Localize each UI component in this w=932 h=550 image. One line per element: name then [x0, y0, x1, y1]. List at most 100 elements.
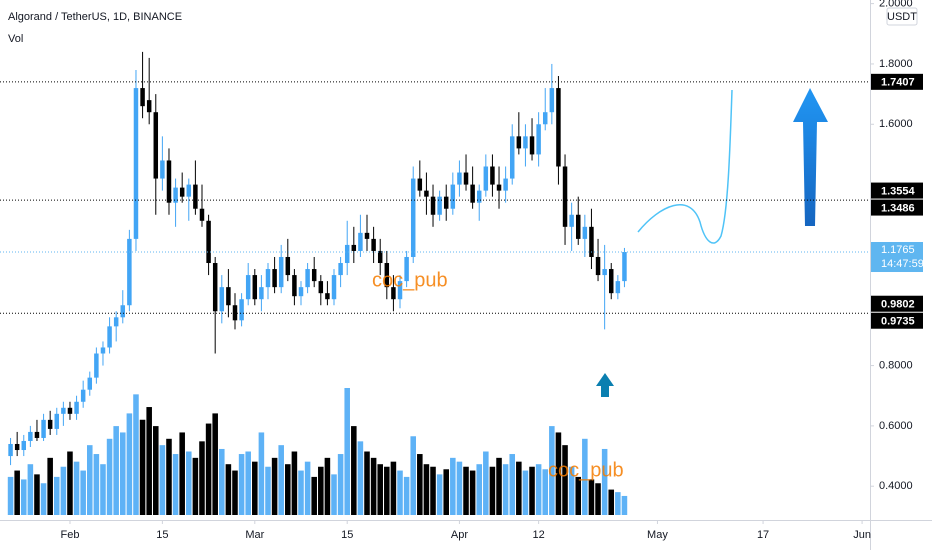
volume-bar [212, 413, 218, 515]
candle-body [265, 269, 271, 288]
y-tick-label: 1.8000 [879, 58, 913, 70]
candle-body [206, 220, 211, 264]
x-tick-label: 15 [156, 529, 168, 541]
candle-body [41, 419, 46, 438]
candle-body [344, 244, 350, 264]
volume-bar [47, 457, 53, 515]
candle-body [146, 100, 152, 113]
volume-bar [53, 476, 60, 515]
candle-body [575, 214, 581, 239]
volume-bar [172, 454, 179, 515]
volume-bar [258, 432, 265, 515]
x-tick-label: Jun [853, 529, 871, 541]
volume-bar [265, 466, 271, 515]
candle-body [259, 287, 264, 300]
candle-body [503, 178, 508, 191]
volume-bar [205, 423, 212, 515]
volume-bar [298, 470, 304, 515]
candle-body [239, 299, 244, 321]
candle-body [622, 252, 627, 282]
volume-bar [159, 445, 166, 515]
candle-body [252, 275, 258, 300]
volume-bar [245, 451, 251, 515]
volume-bar [27, 464, 34, 515]
volume-bar [100, 464, 106, 515]
currency-label: USDT [887, 11, 917, 23]
price-badge [871, 295, 923, 312]
candle-body [28, 431, 33, 441]
candle-body [443, 196, 449, 209]
volume-bar [436, 474, 443, 515]
candle-body [549, 88, 555, 113]
volume-bar [463, 466, 469, 515]
volume-bar [535, 464, 542, 515]
volume-bar [509, 454, 516, 515]
volume-bar [621, 495, 628, 515]
watermark: coc_pub [372, 269, 448, 291]
candle-body [424, 190, 429, 197]
volume-bar [516, 461, 522, 515]
candle-body [595, 256, 601, 276]
candle-body [120, 305, 126, 318]
watermark: coc_pub [548, 459, 624, 481]
up-arrow-small [596, 373, 614, 397]
candle-body [87, 377, 93, 390]
volume-bar [139, 419, 146, 515]
volume-bar [483, 451, 489, 515]
x-tick-label: Mar [245, 529, 264, 541]
candle-body [14, 443, 20, 451]
candle-body [609, 269, 614, 294]
x-tick-label: 12 [533, 529, 545, 541]
volume-bar [192, 457, 199, 515]
volume-bar [199, 441, 205, 515]
price-badge-label: 1.3554 [881, 185, 916, 197]
candle-body [21, 440, 27, 451]
volume-bar [291, 451, 298, 515]
candle-body [582, 226, 588, 239]
candle-body [226, 287, 231, 306]
candle-body [8, 443, 13, 457]
candle-body [199, 208, 205, 221]
volume-bar [285, 464, 291, 515]
volume-bar [555, 432, 562, 515]
candle-body [278, 256, 284, 288]
candle-body [193, 184, 198, 209]
volume-bar [615, 492, 621, 515]
volume-bar [40, 483, 47, 515]
volume-bar [179, 432, 185, 515]
candle-body [47, 419, 53, 429]
volume-bar [397, 470, 403, 515]
volume-bar [423, 464, 430, 515]
price-badge-label: 1.7407 [881, 77, 915, 89]
volume-bar [377, 464, 383, 515]
candle-body [463, 172, 469, 185]
volume-bar [496, 457, 502, 515]
volume-bar [73, 461, 80, 515]
volume-bar [153, 426, 159, 515]
volume-bar [351, 426, 357, 515]
volume-bar [575, 476, 582, 515]
volume-bar [562, 445, 568, 515]
candle-body [272, 269, 277, 288]
volume-bar [370, 457, 377, 515]
candle-body [529, 136, 535, 155]
candle-body [417, 178, 423, 191]
candle-body [391, 287, 396, 300]
volume-bar [364, 451, 370, 515]
candle-body [364, 232, 370, 239]
candle-body [153, 112, 159, 179]
volume-bar [595, 483, 601, 515]
candle-body [245, 275, 251, 300]
volume-bar [456, 461, 463, 515]
candle-body [615, 281, 621, 294]
candle-body [516, 136, 522, 149]
candle-body [542, 112, 548, 125]
price-badge [871, 73, 923, 90]
volume-bar [14, 470, 20, 515]
volume-bar [166, 438, 172, 515]
x-tick-label: Feb [60, 529, 79, 541]
candle-body [179, 187, 185, 197]
candle-body [311, 269, 317, 282]
candle-body [61, 407, 66, 414]
candle-body [338, 263, 343, 276]
